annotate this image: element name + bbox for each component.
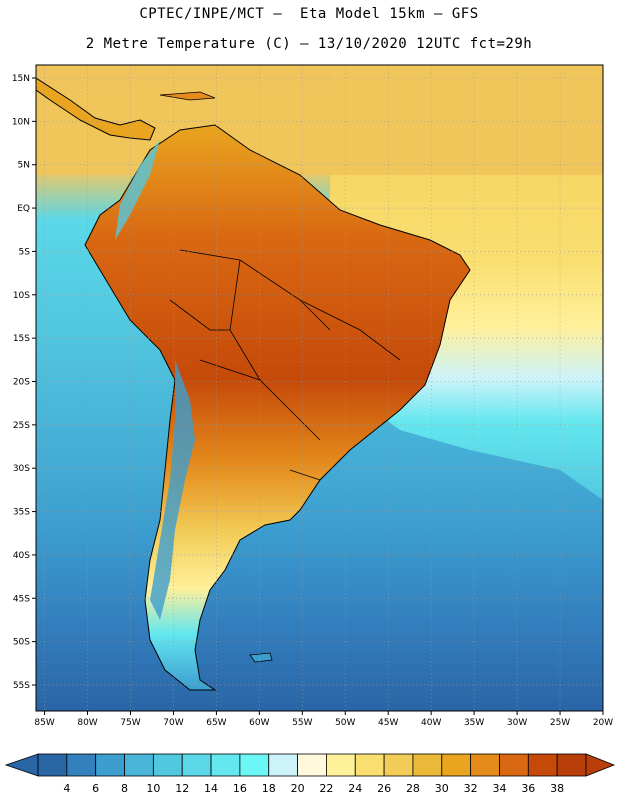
colorbar-swatch	[470, 753, 500, 777]
colorbar-label: 38	[550, 782, 564, 795]
lat-label: 10S	[13, 291, 30, 301]
lat-label: 20S	[13, 377, 30, 387]
lon-label: 65W	[206, 718, 226, 728]
colorbar-label: 22	[319, 782, 333, 795]
title-line-1: CPTEC/INPE/MCT – Eta Model 15km – GFS	[139, 6, 479, 22]
colorbar-label: 6	[92, 782, 99, 795]
lon-label: 70W	[163, 718, 183, 728]
colorbar-swatch	[66, 753, 97, 777]
lat-label: 10N	[12, 117, 30, 127]
colorbar-label: 30	[435, 782, 449, 795]
colorbar-swatch	[326, 753, 356, 777]
lon-label: 80W	[77, 718, 97, 728]
colorbar-swatch	[239, 753, 270, 777]
colorbar-high-arrow	[585, 753, 616, 777]
colorbar-swatch	[412, 753, 443, 777]
andes-south	[150, 360, 195, 620]
latitude-labels: 15N 10N 5N EQ 5S 10S 15S 20S 25S 30S 35S 40S 45S 50S 5…	[12, 74, 36, 691]
lon-label: 25W	[550, 718, 570, 728]
colorbar-swatch	[527, 753, 558, 777]
colorbar-label: 28	[406, 782, 420, 795]
colorbar-swatch	[152, 753, 183, 777]
colorbar-label: 18	[262, 782, 276, 795]
lon-label: 40W	[421, 718, 441, 728]
colorbar-swatch	[441, 753, 472, 777]
colorbar-label: 8	[121, 782, 128, 795]
lat-label: 25S	[13, 421, 30, 431]
lat-label: 5S	[19, 247, 31, 257]
colorbar-low-arrow	[4, 753, 39, 777]
lat-label: 50S	[13, 638, 30, 648]
lat-label: 35S	[13, 508, 30, 518]
map-frame	[35, 64, 604, 712]
graticule	[36, 65, 603, 711]
lon-label: 55W	[292, 718, 312, 728]
colorbar-swatch	[181, 753, 212, 777]
lon-label: 30W	[507, 718, 527, 728]
colorbar-label: 24	[348, 782, 362, 795]
colorbar-label: 14	[204, 782, 218, 795]
colorbar-swatch	[556, 753, 587, 777]
falkland-islands	[249, 652, 273, 663]
country-borders	[169, 249, 401, 481]
colorbar-swatch	[297, 753, 327, 777]
colorbar-label: 34	[492, 782, 506, 795]
lon-label: 35W	[464, 718, 484, 728]
title-line-2: 2 Metre Temperature (C) – 13/10/2020 12U…	[85, 36, 533, 52]
lat-label: 40S	[13, 551, 30, 561]
colorbar-swatch	[354, 753, 385, 777]
colorbar-label: 20	[291, 782, 305, 795]
colorbar: 4 6 8 10 12 14 16 18 20 22 24 26 28 30 32 34 36 38	[4, 753, 616, 795]
north-warm-field	[36, 65, 603, 175]
lon-label: 20W	[593, 718, 613, 728]
lon-label: 60W	[249, 718, 269, 728]
colorbar-label: 16	[233, 782, 247, 795]
colorbar-label: 10	[146, 782, 160, 795]
longitude-labels: 85W 80W 75W 70W 65W 60W 55W 50W 45W 40W 35W 30W 25W 2…	[34, 711, 613, 728]
colorbar-swatch	[37, 753, 68, 777]
colorbar-swatch	[95, 753, 125, 777]
colorbar-swatch	[124, 753, 154, 777]
colorbar-swatch	[499, 753, 529, 777]
colorbar-label: 32	[464, 782, 478, 795]
lon-label: 45W	[378, 718, 398, 728]
lat-label: 55S	[13, 681, 30, 691]
south-america-land	[84, 124, 471, 691]
colorbar-label: 26	[377, 782, 391, 795]
colorbar-label: 4	[63, 782, 70, 795]
lat-label: 5N	[18, 161, 30, 171]
lat-label: 15N	[12, 74, 30, 84]
lon-label: 50W	[335, 718, 355, 728]
lat-label: 15S	[13, 334, 30, 344]
lat-label: EQ	[17, 204, 30, 214]
colorbar-swatch	[268, 753, 298, 777]
lat-label: 45S	[13, 594, 30, 604]
central-america-land	[36, 77, 156, 141]
lat-label: 30S	[13, 464, 30, 474]
colorbar-swatch	[210, 753, 241, 777]
colorbar-swatch	[383, 753, 414, 777]
lon-label: 85W	[34, 718, 54, 728]
lon-label: 75W	[120, 718, 140, 728]
colorbar-label: 36	[521, 782, 535, 795]
colorbar-label: 12	[175, 782, 189, 795]
